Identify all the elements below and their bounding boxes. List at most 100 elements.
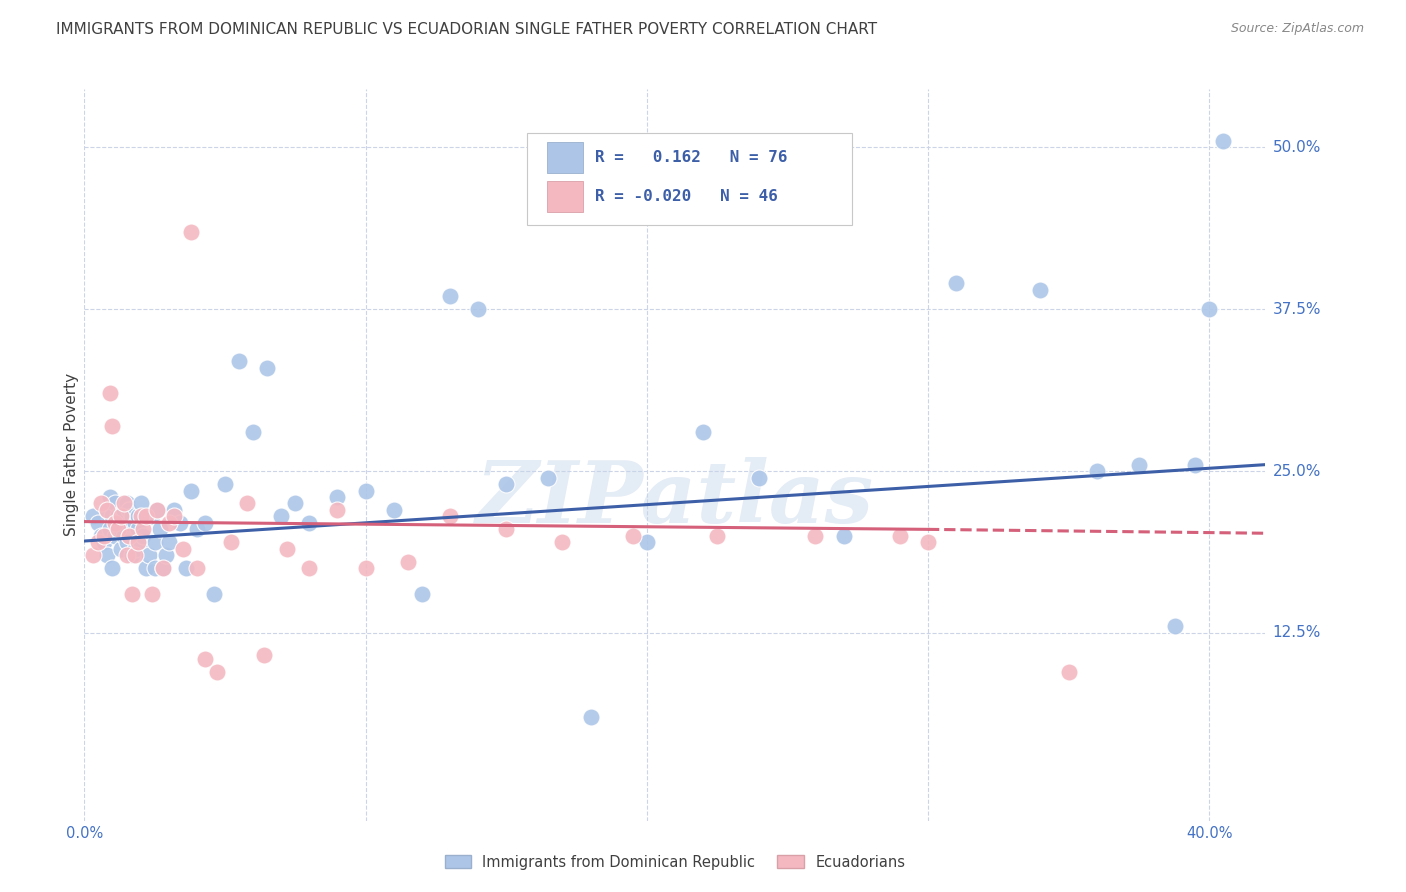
Point bbox=[110, 541, 132, 556]
Point bbox=[1085, 464, 1108, 478]
Point bbox=[127, 509, 149, 524]
Point bbox=[706, 529, 728, 543]
Point bbox=[107, 516, 129, 530]
Point bbox=[115, 535, 138, 549]
Point bbox=[1128, 458, 1150, 472]
Point bbox=[832, 529, 855, 543]
Point bbox=[354, 483, 377, 498]
FancyBboxPatch shape bbox=[547, 181, 582, 212]
Point bbox=[326, 490, 349, 504]
Point bbox=[551, 535, 574, 549]
Point bbox=[242, 425, 264, 440]
Point bbox=[157, 516, 180, 530]
Text: 25.0%: 25.0% bbox=[1272, 464, 1320, 479]
FancyBboxPatch shape bbox=[547, 142, 582, 172]
Text: R =   0.162   N = 76: R = 0.162 N = 76 bbox=[595, 150, 787, 165]
Point bbox=[146, 503, 169, 517]
Point bbox=[93, 535, 115, 549]
Point bbox=[155, 548, 177, 562]
FancyBboxPatch shape bbox=[527, 133, 852, 225]
Point bbox=[169, 516, 191, 530]
Point bbox=[118, 503, 141, 517]
Point bbox=[692, 425, 714, 440]
Point bbox=[219, 535, 242, 549]
Point bbox=[82, 509, 104, 524]
Point bbox=[354, 561, 377, 575]
Point bbox=[121, 587, 143, 601]
Point bbox=[101, 509, 124, 524]
Point bbox=[107, 522, 129, 536]
Point bbox=[90, 529, 112, 543]
Point bbox=[135, 561, 157, 575]
Point bbox=[110, 522, 132, 536]
Point bbox=[579, 710, 602, 724]
Point bbox=[326, 503, 349, 517]
Point bbox=[467, 302, 489, 317]
Point bbox=[276, 541, 298, 556]
Point bbox=[146, 503, 169, 517]
Point bbox=[87, 516, 110, 530]
Point bbox=[889, 529, 911, 543]
Point bbox=[236, 496, 259, 510]
Point bbox=[110, 509, 132, 524]
Point bbox=[157, 535, 180, 549]
Point bbox=[1057, 665, 1080, 679]
Point bbox=[115, 496, 138, 510]
Legend: Immigrants from Dominican Republic, Ecuadorians: Immigrants from Dominican Republic, Ecua… bbox=[439, 849, 911, 876]
Point bbox=[1198, 302, 1220, 317]
Point bbox=[298, 516, 321, 530]
Point bbox=[172, 541, 194, 556]
Point bbox=[163, 503, 186, 517]
Point bbox=[1212, 134, 1234, 148]
Point bbox=[253, 648, 276, 662]
Point bbox=[87, 535, 110, 549]
Point bbox=[205, 665, 228, 679]
Point bbox=[138, 548, 160, 562]
Point bbox=[141, 509, 163, 524]
Point bbox=[143, 561, 166, 575]
Point bbox=[127, 522, 149, 536]
Point bbox=[90, 496, 112, 510]
Point bbox=[256, 360, 278, 375]
Point bbox=[112, 503, 135, 517]
Point bbox=[118, 529, 141, 543]
Point bbox=[228, 354, 250, 368]
Point bbox=[396, 555, 419, 569]
Text: Source: ZipAtlas.com: Source: ZipAtlas.com bbox=[1230, 22, 1364, 36]
Point bbox=[132, 522, 155, 536]
Text: IMMIGRANTS FROM DOMINICAN REPUBLIC VS ECUADORIAN SINGLE FATHER POVERTY CORRELATI: IMMIGRANTS FROM DOMINICAN REPUBLIC VS EC… bbox=[56, 22, 877, 37]
Text: R = -0.020   N = 46: R = -0.020 N = 46 bbox=[595, 189, 778, 204]
Point bbox=[748, 470, 770, 484]
Point bbox=[124, 516, 146, 530]
Point bbox=[129, 496, 152, 510]
Point bbox=[96, 503, 118, 517]
Point bbox=[152, 561, 174, 575]
Point bbox=[98, 522, 121, 536]
Point bbox=[180, 225, 202, 239]
Point bbox=[101, 418, 124, 433]
Point bbox=[495, 477, 517, 491]
Y-axis label: Single Father Poverty: Single Father Poverty bbox=[63, 374, 79, 536]
Point bbox=[636, 535, 658, 549]
Point bbox=[917, 535, 939, 549]
Point bbox=[537, 470, 560, 484]
Text: 37.5%: 37.5% bbox=[1272, 301, 1320, 317]
Point bbox=[439, 509, 461, 524]
Point bbox=[96, 503, 118, 517]
Point bbox=[180, 483, 202, 498]
Point bbox=[82, 548, 104, 562]
Point bbox=[202, 587, 225, 601]
Point bbox=[115, 548, 138, 562]
Point bbox=[495, 522, 517, 536]
Point bbox=[104, 529, 127, 543]
Point bbox=[284, 496, 307, 510]
Text: ZIPatlas: ZIPatlas bbox=[475, 457, 875, 541]
Point bbox=[174, 561, 197, 575]
Point bbox=[411, 587, 433, 601]
Point bbox=[121, 548, 143, 562]
Point bbox=[214, 477, 236, 491]
Point bbox=[1164, 619, 1187, 633]
Point bbox=[127, 535, 149, 549]
Point bbox=[270, 509, 292, 524]
Point bbox=[149, 522, 172, 536]
